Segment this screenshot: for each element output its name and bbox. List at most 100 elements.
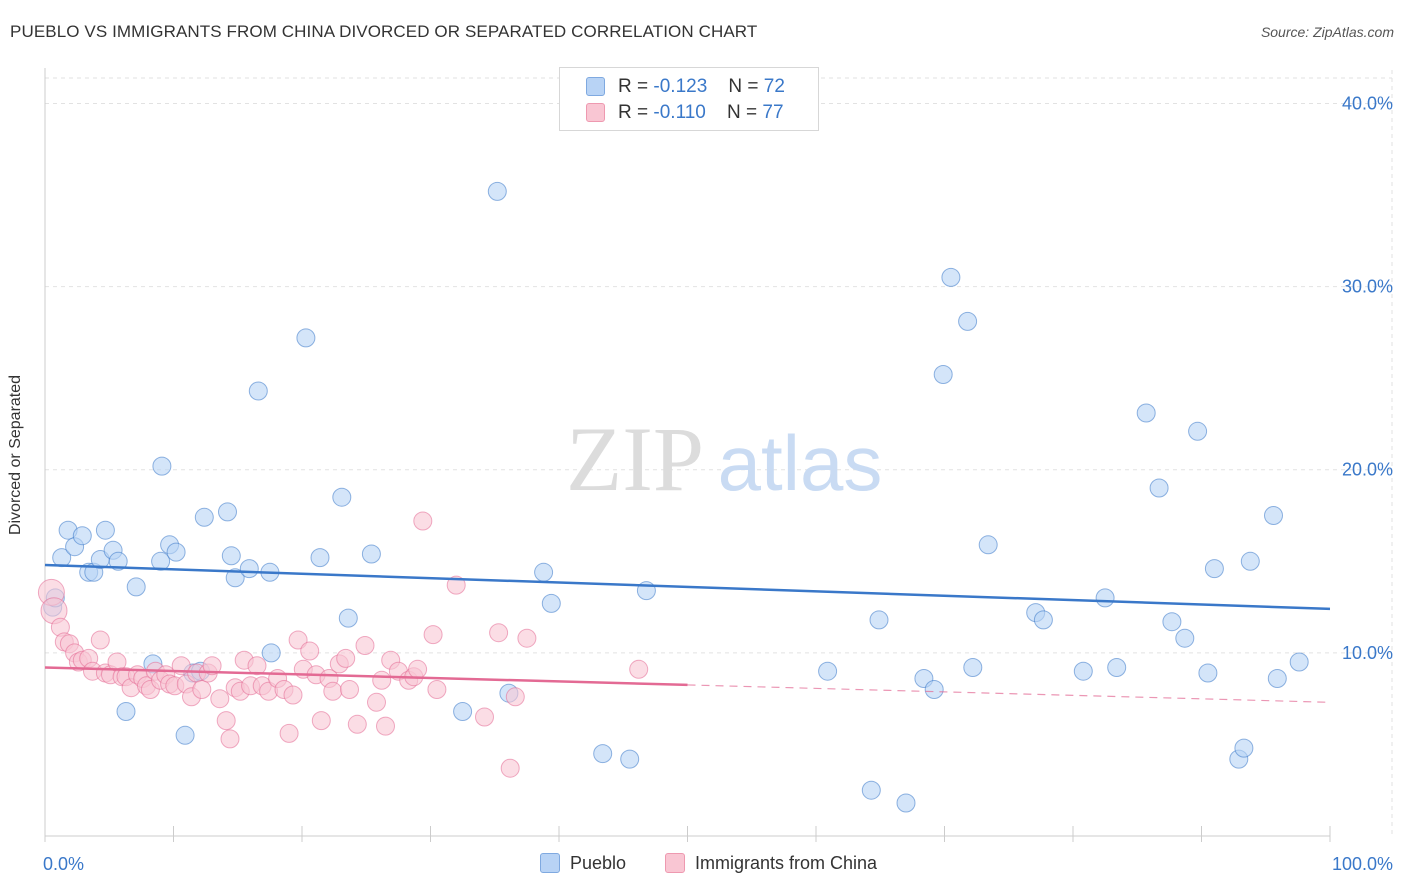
source-label: Source: ZipAtlas.com <box>1260 24 1394 40</box>
point-pueblo <box>1136 403 1156 423</box>
point-pueblo <box>361 544 381 564</box>
point-china <box>283 685 303 705</box>
point-china <box>192 680 212 699</box>
x-tick-label: 0.0% <box>43 854 84 874</box>
point-china <box>288 630 308 650</box>
point-china <box>336 648 356 668</box>
point-pueblo <box>239 559 259 579</box>
point-pueblo <box>151 551 171 571</box>
point-pueblo <box>1188 421 1208 441</box>
point-pueblo <box>126 577 146 597</box>
point-china <box>247 656 267 676</box>
point-china <box>311 711 331 731</box>
point-china <box>300 641 320 661</box>
point-china <box>340 680 359 699</box>
legend-n-value: 77 <box>762 102 784 123</box>
data-points <box>37 181 1309 813</box>
point-pueblo <box>1162 612 1182 632</box>
point-pueblo <box>225 568 245 588</box>
y-tick-label: 40.0% <box>1342 93 1393 113</box>
point-pueblo <box>218 502 237 522</box>
point-pueblo <box>541 593 561 613</box>
watermark-zip: ZIP <box>566 408 704 510</box>
point-china <box>629 659 649 679</box>
point-pueblo <box>861 780 881 800</box>
point-pueblo <box>453 702 473 721</box>
point-pueblo <box>593 744 613 764</box>
legend-n-label: N = <box>728 76 759 97</box>
y-tick-label: 10.0% <box>1342 643 1393 663</box>
point-pueblo <box>620 749 640 769</box>
legend-r-value: -0.110 <box>653 102 706 123</box>
y-tick-labels: 10.0% 20.0% 30.0% 40.0% <box>1342 93 1393 662</box>
point-china <box>279 723 299 743</box>
legend-swatch-pueblo <box>586 77 605 96</box>
point-pueblo <box>221 546 241 566</box>
point-china <box>423 625 443 645</box>
correlation-legend: R = -0.123 N = 72 R = -0.110 N = 77 <box>559 67 819 131</box>
point-china <box>202 656 222 676</box>
point-pueblo <box>152 456 172 476</box>
x-tick-label: 100.0% <box>1332 854 1393 874</box>
point-pueblo <box>978 535 998 555</box>
point-pueblo <box>1264 506 1283 525</box>
point-china <box>413 511 433 531</box>
legend-label-china: Immigrants from China <box>695 853 878 873</box>
trend-line-china-extension <box>687 684 1331 703</box>
point-pueblo <box>1198 663 1218 683</box>
point-pueblo <box>941 267 961 287</box>
legend-r-label: R = <box>618 102 649 123</box>
point-china <box>500 758 520 778</box>
point-china <box>517 628 537 648</box>
point-pueblo <box>72 526 92 546</box>
point-china <box>489 623 509 643</box>
point-china <box>90 630 110 650</box>
point-pueblo <box>296 328 316 348</box>
point-china <box>367 692 386 712</box>
point-pueblo <box>1204 559 1224 579</box>
point-china <box>210 689 230 709</box>
point-pueblo <box>175 725 195 745</box>
trend-lines <box>44 563 1331 703</box>
point-pueblo <box>166 542 186 562</box>
point-pueblo <box>958 311 978 331</box>
point-pueblo <box>116 702 136 721</box>
legend-label-pueblo: Pueblo <box>570 853 627 873</box>
legend-swatch-china <box>586 103 605 122</box>
point-pueblo <box>1073 661 1093 681</box>
point-pueblo <box>95 520 115 540</box>
point-pueblo <box>261 643 281 663</box>
point-china <box>216 711 236 731</box>
point-china <box>408 659 428 679</box>
point-pueblo <box>248 381 268 401</box>
point-china <box>376 716 395 736</box>
x-tick-labels: 0.0% 100.0% <box>43 854 1393 874</box>
point-china <box>355 636 375 655</box>
chart-title: PUEBLO VS IMMIGRANTS FROM CHINA DIVORCED… <box>10 22 758 41</box>
watermark: ZIP atlas <box>566 408 882 510</box>
point-pueblo <box>1033 610 1053 630</box>
point-china <box>372 670 392 690</box>
point-pueblo <box>869 610 889 630</box>
point-pueblo <box>933 365 953 384</box>
legend-swatch-china <box>665 853 685 873</box>
point-china <box>446 575 466 595</box>
point-pueblo <box>332 487 352 507</box>
point-pueblo <box>896 793 916 813</box>
watermark-atlas: atlas <box>718 419 883 507</box>
y-axis-label: Divorced or Separated <box>7 374 24 536</box>
point-pueblo <box>963 658 983 677</box>
point-pueblo <box>1149 478 1169 498</box>
point-china <box>347 714 367 734</box>
point-pueblo <box>1267 669 1287 688</box>
point-pueblo <box>924 680 944 699</box>
point-china <box>323 681 343 701</box>
point-china <box>220 729 240 749</box>
axes <box>44 68 1331 842</box>
y-tick-label: 30.0% <box>1342 277 1393 297</box>
point-pueblo <box>1234 738 1254 758</box>
point-china <box>505 687 525 707</box>
point-pueblo <box>1107 658 1127 677</box>
point-pueblo <box>1095 588 1115 608</box>
legend-n-label: N = <box>726 102 758 123</box>
